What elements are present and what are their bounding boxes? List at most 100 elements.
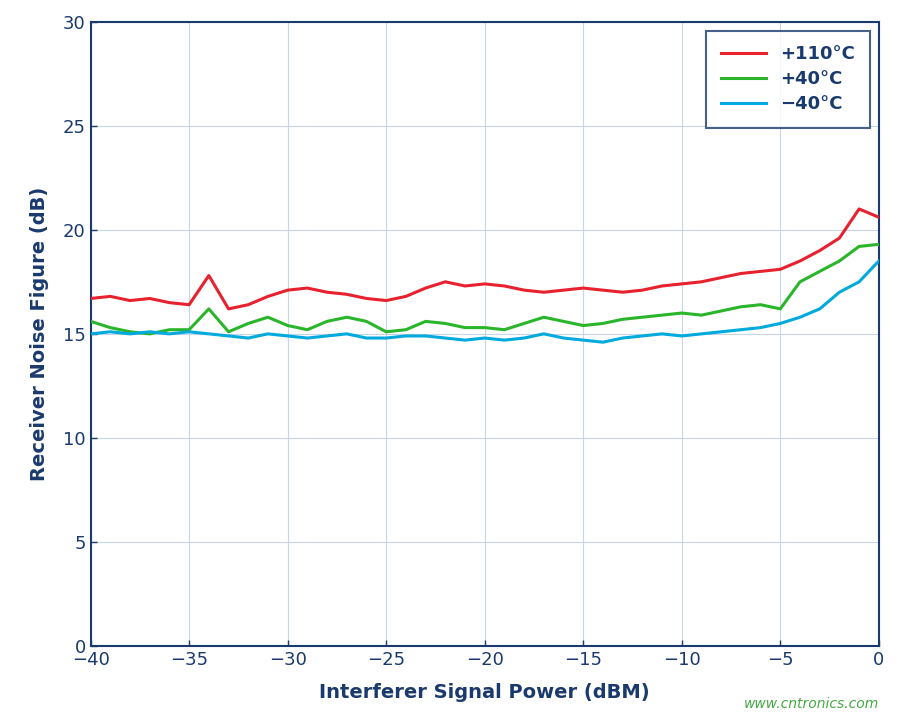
−40°C	[184, 327, 195, 336]
+40°C	[322, 317, 333, 326]
+110°C	[203, 271, 214, 280]
−40°C	[439, 334, 450, 342]
−40°C	[302, 334, 313, 342]
−40°C	[164, 330, 175, 338]
Legend: +110°C, +40°C, −40°C: +110°C, +40°C, −40°C	[707, 31, 870, 128]
−40°C	[342, 330, 352, 338]
+40°C	[617, 315, 628, 324]
−40°C	[538, 330, 549, 338]
+110°C	[518, 286, 529, 294]
+110°C	[322, 288, 333, 297]
−40°C	[696, 330, 707, 338]
+40°C	[381, 327, 391, 336]
−40°C	[558, 334, 569, 342]
−40°C	[420, 332, 431, 340]
+110°C	[420, 284, 431, 292]
+110°C	[617, 288, 628, 297]
+110°C	[834, 234, 844, 243]
+110°C	[439, 277, 450, 286]
+40°C	[85, 317, 96, 326]
−40°C	[400, 332, 411, 340]
+40°C	[538, 313, 549, 322]
+110°C	[184, 300, 195, 309]
+40°C	[282, 321, 293, 330]
+110°C	[263, 292, 274, 301]
+110°C	[756, 267, 766, 276]
−40°C	[243, 334, 254, 342]
+40°C	[676, 309, 687, 317]
+110°C	[85, 294, 96, 303]
+110°C	[243, 300, 254, 309]
Line: +110°C: +110°C	[91, 209, 879, 309]
+110°C	[144, 294, 155, 303]
+110°C	[459, 281, 470, 290]
+40°C	[814, 267, 825, 276]
+40°C	[518, 319, 529, 327]
−40°C	[479, 334, 490, 342]
+40°C	[361, 317, 371, 326]
Y-axis label: Receiver Noise Figure (dB): Receiver Noise Figure (dB)	[30, 187, 49, 481]
−40°C	[203, 330, 214, 338]
−40°C	[223, 332, 234, 340]
+40°C	[834, 256, 844, 265]
+110°C	[814, 246, 825, 255]
+110°C	[223, 304, 234, 313]
+110°C	[479, 279, 490, 288]
+40°C	[124, 327, 135, 336]
+40°C	[439, 319, 450, 327]
X-axis label: Interferer Signal Power (dBM): Interferer Signal Power (dBM)	[320, 683, 650, 702]
−40°C	[499, 336, 510, 345]
+110°C	[775, 265, 786, 274]
−40°C	[637, 332, 648, 340]
+40°C	[696, 311, 707, 320]
+40°C	[223, 327, 234, 336]
+110°C	[124, 297, 135, 305]
+110°C	[657, 281, 668, 290]
+40°C	[459, 323, 470, 332]
+110°C	[282, 286, 293, 294]
−40°C	[361, 334, 371, 342]
+110°C	[381, 297, 391, 305]
+40°C	[499, 325, 510, 334]
+110°C	[361, 294, 371, 303]
+40°C	[105, 323, 116, 332]
+110°C	[637, 286, 648, 294]
+40°C	[775, 304, 786, 313]
−40°C	[676, 332, 687, 340]
−40°C	[873, 256, 884, 265]
+110°C	[302, 284, 313, 292]
+110°C	[696, 277, 707, 286]
+40°C	[873, 240, 884, 248]
−40°C	[657, 330, 668, 338]
+40°C	[184, 325, 195, 334]
Line: +40°C: +40°C	[91, 244, 879, 334]
+110°C	[558, 286, 569, 294]
+40°C	[263, 313, 274, 322]
Text: www.cntronics.com: www.cntronics.com	[744, 697, 879, 711]
+110°C	[873, 213, 884, 222]
−40°C	[834, 288, 844, 297]
+40°C	[479, 323, 490, 332]
−40°C	[716, 327, 727, 336]
−40°C	[736, 325, 747, 334]
+40°C	[558, 317, 569, 326]
Line: −40°C: −40°C	[91, 261, 879, 342]
−40°C	[263, 330, 274, 338]
+40°C	[342, 313, 352, 322]
+40°C	[578, 321, 589, 330]
+40°C	[736, 302, 747, 311]
+40°C	[420, 317, 431, 326]
+110°C	[342, 290, 352, 299]
+110°C	[795, 256, 805, 265]
+40°C	[756, 300, 766, 309]
−40°C	[322, 332, 333, 340]
+40°C	[302, 325, 313, 334]
+110°C	[716, 274, 727, 282]
+40°C	[243, 319, 254, 327]
−40°C	[282, 332, 293, 340]
+40°C	[598, 319, 609, 327]
−40°C	[578, 336, 589, 345]
+110°C	[538, 288, 549, 297]
+40°C	[795, 277, 805, 286]
−40°C	[105, 327, 116, 336]
